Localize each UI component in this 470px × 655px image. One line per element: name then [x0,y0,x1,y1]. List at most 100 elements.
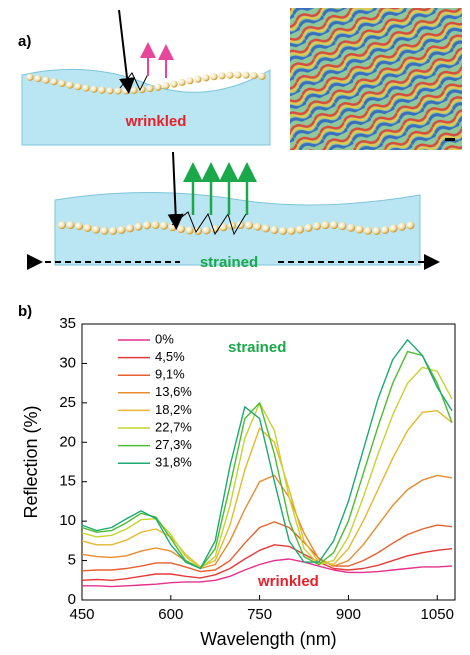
y-tick-label: 10 [59,512,76,529]
particle [398,223,406,231]
particle [288,227,296,235]
panel-label: b) [18,303,32,320]
scale-bar [445,138,455,141]
particle [118,226,126,234]
legend-label: 27,3% [155,437,192,452]
particle [373,227,381,235]
annotation: strained [228,339,286,356]
particle [101,227,109,235]
particle [313,222,321,230]
particle [135,223,143,231]
particle [50,78,57,85]
particle [254,223,262,231]
y-tick-label: 30 [59,354,76,371]
particle [271,226,279,234]
particle [143,221,151,229]
legend-label: 9,1% [155,367,185,382]
y-tick-label: 5 [68,552,76,569]
particle [322,221,330,229]
x-axis-label: Wavelength (nm) [200,629,336,649]
legend-label: 0% [155,331,174,346]
particle [152,221,160,229]
particle [67,221,75,229]
particle [34,75,41,82]
particle [90,86,97,93]
particle [162,82,169,89]
particle [58,221,66,229]
particle [250,72,257,79]
particle [245,221,253,229]
particle [98,87,105,94]
particle [202,74,209,81]
legend-label: 31,8% [155,455,192,470]
particle [234,71,241,78]
particle [84,224,92,232]
y-tick-label: 35 [59,315,76,332]
series-line [82,367,452,568]
particle [122,87,129,94]
particle [186,226,194,234]
y-tick-label: 25 [59,394,76,411]
particle [258,73,265,80]
film [22,69,270,145]
particle [75,222,83,230]
x-tick-label: 1050 [421,606,454,623]
particle [347,224,355,232]
y-tick-label: 0 [68,591,76,608]
particle [109,227,117,235]
particle [218,72,225,79]
particle [160,222,168,230]
particle [262,224,270,232]
legend-label: 18,2% [155,402,192,417]
particle [106,87,113,94]
y-tick-label: 20 [59,433,76,450]
particle [203,226,211,234]
particle [92,226,100,234]
particle [364,227,372,235]
wrinkled-label: wrinkled [125,113,187,130]
particle [305,224,313,232]
y-axis-label: Reflection (%) [21,405,41,518]
particle [390,224,398,232]
legend-label: 13,6% [155,384,192,399]
particle [178,79,185,86]
particle [407,221,415,229]
legend-label: 22,7% [155,419,192,434]
particle [210,73,217,80]
particle [242,72,249,79]
series-line [82,352,452,569]
particle [194,76,201,83]
particle [82,84,89,91]
strained-label: strained [200,254,258,271]
series-line [82,522,452,572]
panel-label: a) [18,33,31,50]
series-line [82,411,452,567]
micrograph [290,8,462,150]
particle [170,81,177,88]
particle [356,226,364,234]
particle [186,77,193,84]
particle [381,226,389,234]
particle [26,74,33,81]
particle [330,221,338,229]
y-tick-label: 15 [59,473,76,490]
annotation: wrinkled [257,573,319,590]
incident-arrow [119,10,128,86]
figure: a) wrinkled strained b) 4506007509001050… [0,0,470,655]
x-tick-label: 900 [336,606,361,623]
legend-label: 4,5% [155,349,185,364]
x-tick-label: 450 [69,606,94,623]
particle [177,225,185,233]
particle [58,80,65,87]
particle [146,85,153,92]
particle [279,227,287,235]
particle [296,226,304,234]
particle [226,72,233,79]
particle [126,224,134,232]
x-tick-label: 750 [247,606,272,623]
particle [74,83,81,90]
particle [339,222,347,230]
particle [154,84,161,91]
particle [114,87,121,94]
particle [66,81,73,88]
